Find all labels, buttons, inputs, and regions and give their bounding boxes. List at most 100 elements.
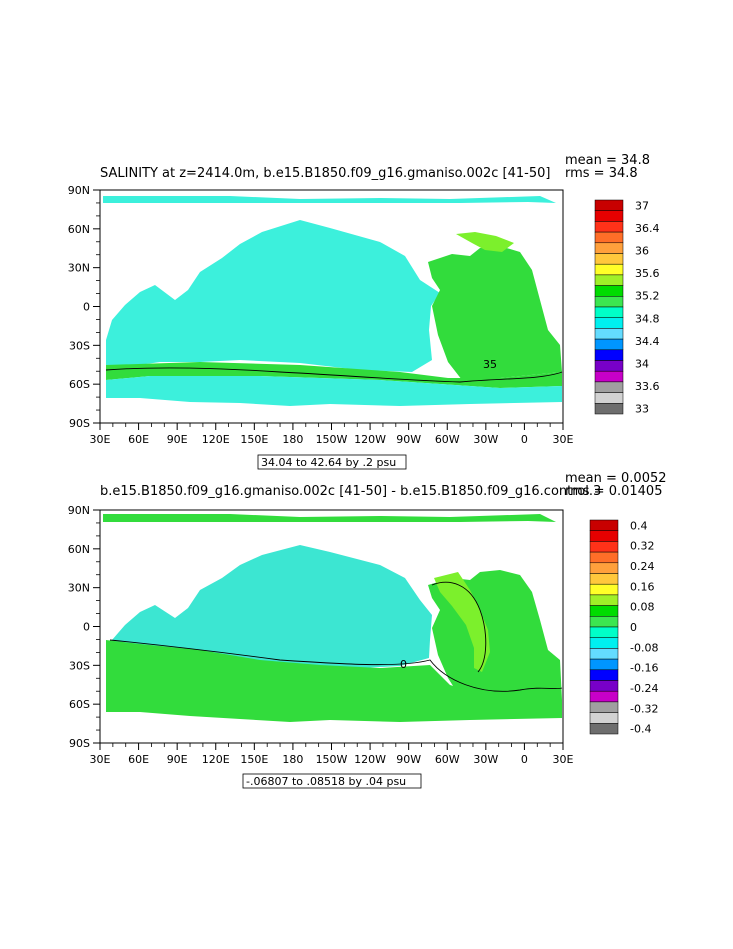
colorbar-swatch — [594, 392, 624, 404]
colorbar-swatch — [594, 328, 624, 340]
ocean-field-arctic — [103, 514, 556, 522]
lon-axis: 30E 60E 90E 120E 150E 180 150W 120W 90W 60W 30W 0 30… — [90, 743, 574, 766]
contour-info: -.06807 to .08518 by .04 psu — [246, 775, 406, 788]
lon-tick-label: 0 — [521, 433, 528, 446]
colorbar-swatch — [594, 306, 624, 318]
lat-tick-label: 90N — [68, 184, 90, 197]
colorbar-swatch — [589, 701, 619, 713]
colorbar-label: 0.08 — [630, 601, 655, 614]
colorbar-swatch — [594, 199, 624, 211]
contour-label: 0 — [400, 658, 407, 671]
rms-value: rms = 0.01405 — [565, 484, 662, 499]
lon-tick-label: 60E — [128, 753, 149, 766]
colorbar-swatch — [589, 616, 619, 628]
colorbar-swatch — [594, 370, 624, 383]
lat-tick-label: 60N — [68, 223, 90, 236]
lat-tick-label: 0 — [83, 301, 90, 314]
lon-tick-label: 150E — [240, 433, 268, 446]
lon-tick-label: 30E — [90, 753, 111, 766]
map-plot: 0 — [99, 509, 564, 744]
lon-tick-label: 90E — [167, 753, 188, 766]
lat-tick-label: 90N — [68, 504, 90, 517]
colorbar-label: 34.8 — [635, 312, 660, 325]
colorbar-label: 0.24 — [630, 560, 655, 573]
colorbar-swatch — [594, 296, 624, 308]
colorbar-swatch — [594, 338, 624, 351]
colorbar-swatch — [594, 263, 624, 276]
colorbar-swatch — [589, 530, 619, 542]
mean-value: mean = 0.0052 — [565, 471, 667, 486]
colorbar-swatch — [594, 317, 624, 329]
colorbar-label: 35.6 — [635, 267, 660, 280]
ocean-field-atlantic-band — [434, 572, 490, 672]
lon-tick-label: 60W — [435, 753, 460, 766]
colorbar-label: -0.08 — [630, 641, 658, 654]
colorbar-swatch — [589, 541, 619, 553]
colorbar-label: 36.4 — [635, 222, 660, 235]
colorbar-label: -0.24 — [630, 682, 658, 695]
lat-axis: 90N 60N 30N 0 30S 60S 90S — [68, 504, 100, 750]
colorbar-swatch — [594, 221, 624, 233]
panel-difference: b.e15.B1850.f09_g16.gmaniso.002c [41-50]… — [68, 471, 667, 789]
panel-salinity: SALINITY at z=2414.0m, b.e15.B1850.f09_g… — [68, 153, 660, 470]
lon-tick-label: 180 — [282, 433, 303, 446]
ocean-field-pacific-indian — [112, 545, 432, 670]
colorbar-label: 34 — [635, 357, 649, 370]
colorbar-swatch — [589, 680, 619, 692]
colorbar-swatch — [589, 669, 619, 681]
colorbar-label: 0 — [630, 621, 637, 634]
lon-tick-label: 150W — [316, 753, 348, 766]
ocean-field-atlantic — [428, 246, 562, 380]
lon-tick-label: 30W — [473, 753, 498, 766]
colorbar-label: 0.4 — [630, 519, 648, 532]
colorbar-swatch — [589, 723, 619, 735]
ocean-field-arctic — [103, 196, 556, 203]
colorbar-swatch — [594, 274, 624, 286]
lon-tick-label: 60W — [435, 433, 460, 446]
lon-tick-label: 0 — [521, 753, 528, 766]
lon-tick-label: 120E — [202, 433, 230, 446]
colorbar-label: 37 — [635, 199, 649, 212]
lon-tick-label: 30E — [90, 433, 111, 446]
contour-line-35 — [105, 367, 563, 383]
colorbar-label: 35.2 — [635, 290, 660, 303]
ocean-field-southern-band — [106, 640, 562, 722]
colorbar-swatch — [589, 658, 619, 671]
lat-axis: 90N 60N 30N 0 30S 60S 90S — [68, 184, 100, 430]
colorbar-swatch — [594, 231, 624, 244]
ocean-field-pacific-indian — [106, 220, 440, 372]
lon-tick-label: 30E — [553, 753, 574, 766]
contour-info: 34.04 to 42.64 by .2 psu — [261, 456, 396, 469]
colorbar-label: 34.4 — [635, 335, 660, 348]
contour-info-box: -.06807 to .08518 by .04 psu — [242, 773, 422, 789]
lat-tick-label: 0 — [83, 621, 90, 634]
colorbar-label: 0.16 — [630, 580, 655, 593]
colorbar-swatch — [594, 285, 624, 297]
ocean-field-antarctic — [106, 376, 562, 406]
colorbar: 37 36.4 36 35.6 35.2 34.8 34.4 34 33.6 33 — [594, 199, 660, 416]
lat-tick-label: 30S — [69, 339, 90, 352]
colorbar-swatch — [589, 562, 619, 574]
colorbar-label: -0.16 — [630, 662, 658, 675]
contour-line-zero — [109, 639, 563, 692]
colorbar-swatch — [594, 381, 624, 393]
map-plot: 35 — [99, 189, 564, 424]
colorbar-label: -0.4 — [630, 723, 651, 736]
colorbar-swatch — [594, 242, 624, 254]
lon-tick-label: 180 — [282, 753, 303, 766]
lat-tick-label: 60S — [69, 378, 90, 391]
colorbar-swatch — [589, 648, 619, 660]
contour-info-box: 34.04 to 42.64 by .2 psu — [257, 454, 407, 470]
rms-value: rms = 34.8 — [565, 166, 638, 181]
colorbar-swatch — [594, 349, 624, 361]
colorbar-swatch — [589, 573, 619, 585]
colorbar-swatch — [589, 712, 619, 724]
lon-tick-label: 90W — [396, 753, 421, 766]
lon-tick-label: 120W — [354, 753, 386, 766]
colorbar-swatch — [589, 594, 619, 606]
contour-line-zero-north — [431, 581, 487, 673]
colorbar-swatch — [594, 253, 624, 265]
lat-tick-label: 90S — [69, 417, 90, 430]
mean-value: mean = 34.8 — [565, 153, 650, 168]
